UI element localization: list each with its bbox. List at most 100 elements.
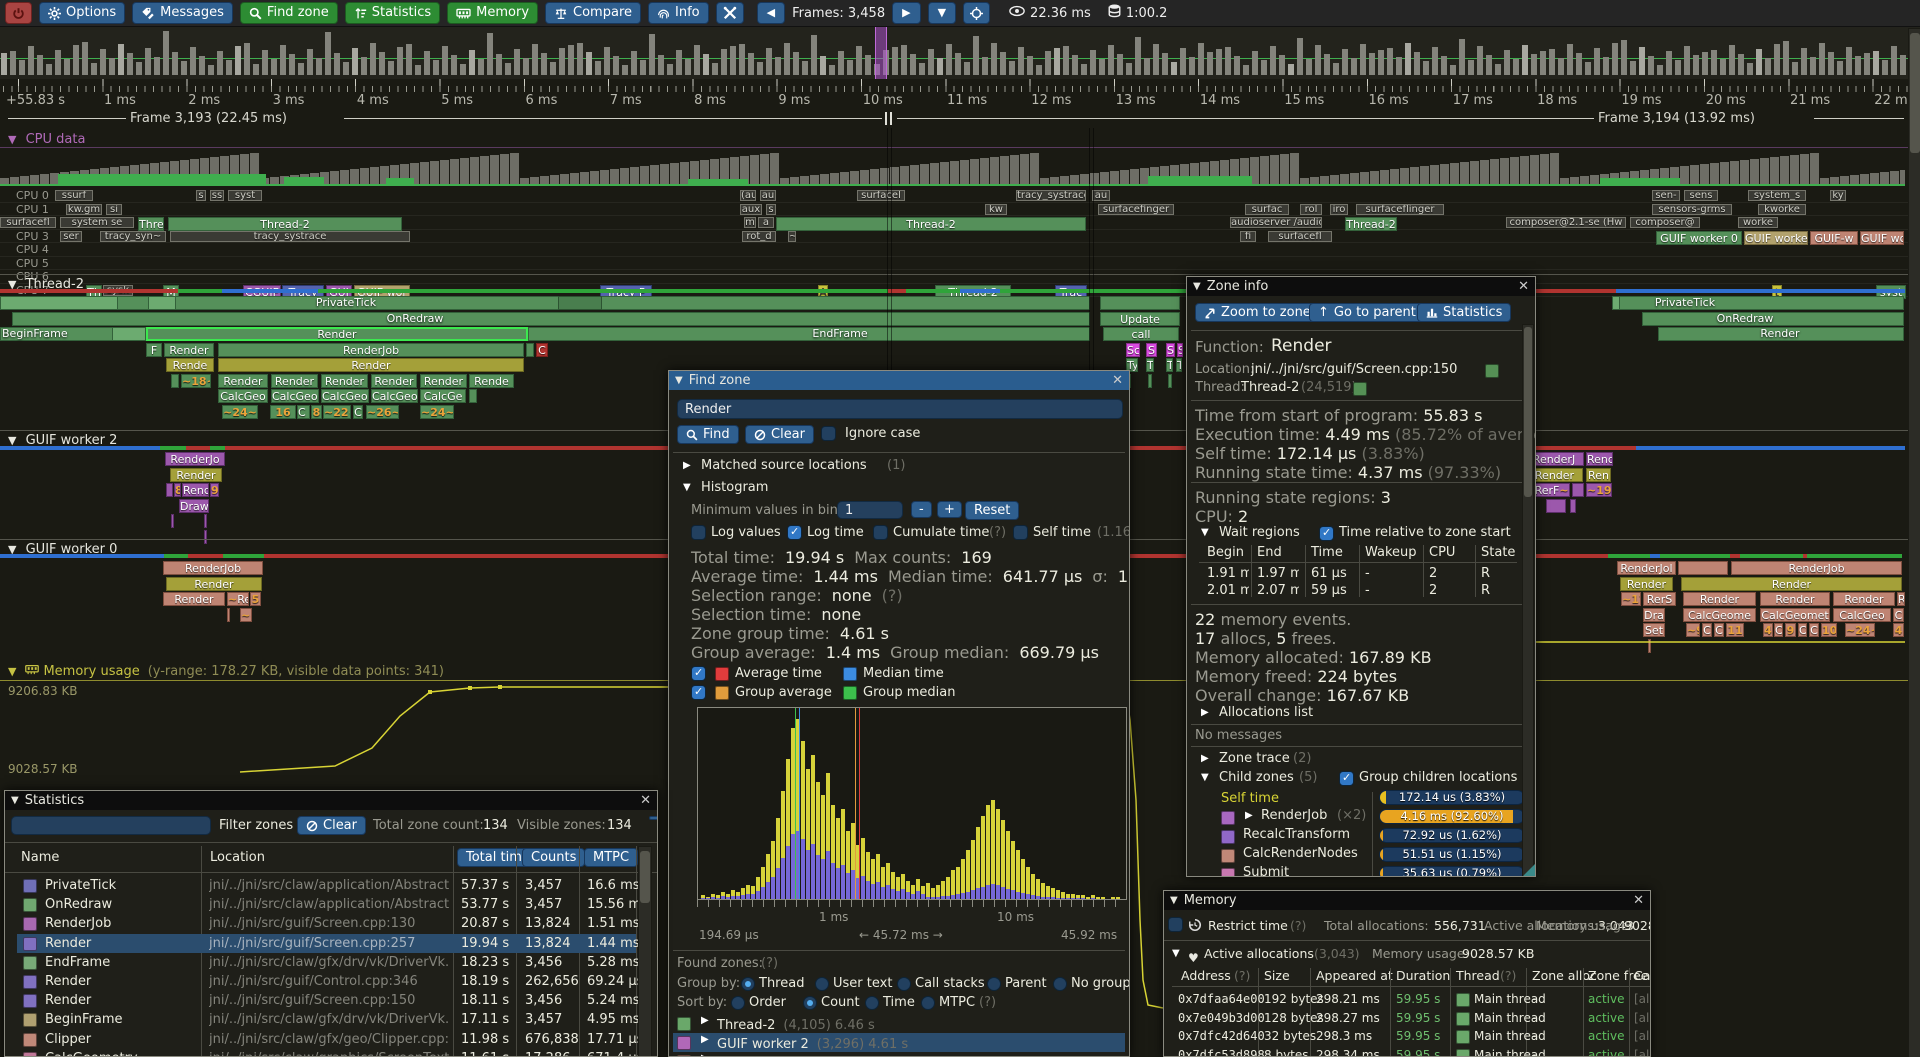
wait-col-header[interactable]: Begin: [1207, 545, 1245, 560]
cpu-zone[interactable]: tracy_syn~: [100, 230, 166, 242]
scrollbar-thumb[interactable]: [1524, 327, 1532, 497]
timeline-zone[interactable]: [204, 514, 207, 528]
histogram-plot[interactable]: [697, 707, 1127, 900]
group-by-option[interactable]: Thread: [759, 976, 805, 991]
timeline-zone[interactable]: Render: [1683, 592, 1756, 606]
cpu-zone[interactable]: ss: [210, 190, 224, 201]
timeline-zone[interactable]: Render: [166, 576, 262, 591]
timeline-zone[interactable]: RenderJob: [163, 561, 263, 575]
close-icon[interactable]: ✕: [1633, 893, 1644, 908]
timeline-zone[interactable]: CalcGeo: [1833, 607, 1891, 622]
timeline-zone[interactable]: 22: [323, 404, 351, 419]
timeline-zone[interactable]: Render: [1620, 576, 1673, 591]
find-zone-button[interactable]: Find zone: [239, 2, 338, 24]
timeline-zone[interactable]: T: [1166, 358, 1173, 372]
found-zone-row[interactable]: ▶GUIF worker 0(3,231) 4.48 s: [673, 1052, 1125, 1056]
cpu-zone[interactable]: ser: [60, 230, 82, 242]
timeline-zone[interactable]: Update: [1100, 311, 1180, 326]
timeline-zone[interactable]: [0, 296, 118, 310]
found-zone-row[interactable]: ▶ GUIF worker 2 (3,296) 4.61 s: [673, 1033, 1125, 1052]
frame-dropdown-button[interactable]: ▼: [927, 2, 957, 24]
timeline-zone[interactable]: [148, 296, 176, 310]
timeline-zone[interactable]: Render: [218, 373, 268, 388]
timeline-zone[interactable]: Render: [170, 467, 222, 482]
timeline-zone[interactable]: 4: [1763, 623, 1773, 637]
cpu-zone[interactable]: si: [106, 203, 122, 215]
cpu-zone[interactable]: audioserver /audio: [1230, 217, 1322, 228]
wait-col-header[interactable]: Time: [1311, 545, 1343, 560]
child-zone-name[interactable]: RenderJob: [1261, 808, 1328, 823]
zone-info-panel-titlebar[interactable]: ▼ Zone info ✕: [1187, 277, 1535, 296]
expander-icon[interactable]: ▶: [683, 460, 691, 471]
timeline-zone[interactable]: CalcGeor: [321, 389, 369, 403]
stat-zone-name[interactable]: Render: [45, 974, 92, 989]
expander-icon[interactable]: ▶: [1201, 753, 1209, 764]
child-zones-label[interactable]: Child zones: [1219, 770, 1294, 785]
child-zone-name[interactable]: CalcRenderNodes: [1243, 846, 1358, 861]
timeline-zone[interactable]: 26: [366, 404, 399, 419]
radio-button[interactable]: [865, 996, 879, 1010]
statistics-button[interactable]: Statistics: [344, 2, 441, 24]
timeline-zone[interactable]: [1168, 373, 1172, 388]
memory-panel-titlebar[interactable]: ▼ Memory ✕: [1164, 891, 1650, 910]
help-icon[interactable]: (?): [1290, 918, 1307, 933]
radio-button[interactable]: [897, 977, 911, 991]
cpu-zone[interactable]: Thre: [138, 217, 164, 231]
col-address[interactable]: Address: [1181, 968, 1231, 983]
sort-by-option[interactable]: MTPC: [939, 995, 976, 1010]
cpu-zone[interactable]: surfacel: [857, 190, 905, 201]
group-by-option[interactable]: Parent: [1005, 976, 1047, 991]
timeline-zone[interactable]: 9: [210, 483, 219, 497]
alloc-call-stack[interactable]: [alloc] [free]: [1634, 1029, 1650, 1043]
timeline-zone[interactable]: [171, 514, 174, 528]
group-children-checkbox[interactable]: [1339, 771, 1354, 786]
stat-zone-name[interactable]: BeginFrame: [45, 1012, 123, 1028]
timeline-zone[interactable]: [112, 327, 146, 341]
decrement-button[interactable]: -: [911, 501, 932, 518]
wait-regions-label[interactable]: Wait regions: [1219, 525, 1300, 540]
timeline-zone[interactable]: Draw: [179, 498, 209, 513]
timeline-zone[interactable]: Render: [271, 373, 318, 388]
timeline-zone[interactable]: Render: [321, 373, 368, 388]
legend-checkbox[interactable]: [691, 666, 706, 681]
next-frame-button[interactable]: ▶: [892, 2, 921, 24]
min-bin-input[interactable]: 1: [837, 501, 903, 519]
wait-col-header[interactable]: CPU: [1429, 545, 1456, 560]
cpu-zone[interactable]: sens: [1684, 190, 1718, 201]
stat-zone-name[interactable]: EndFrame: [45, 954, 111, 970]
timeline-zone[interactable]: Re: [227, 592, 249, 606]
group-by-option[interactable]: No grouping: [1071, 976, 1130, 991]
find-zone-panel-titlebar[interactable]: ▼ Find zone ✕: [669, 371, 1129, 390]
wait-col-header[interactable]: Wakeup: [1365, 545, 1417, 560]
timeline-zone[interactable]: RerS: [1643, 592, 1676, 606]
expander-icon[interactable]: ▶: [701, 1034, 709, 1045]
cpu-zone[interactable]: composer@2.1-se (Hw: [1506, 217, 1626, 228]
col-header-mtpc[interactable]: MTPC: [584, 848, 639, 867]
timeline-zone[interactable]: Rend: [182, 483, 209, 497]
collapse-triangle-icon[interactable]: ▼: [1193, 281, 1201, 292]
group-by-option[interactable]: User text: [833, 976, 893, 991]
timeline-zone[interactable]: RenderJob: [218, 342, 524, 357]
cpu-zone[interactable]: iro: [1330, 203, 1348, 215]
cpu-zone[interactable]: surfac: [1245, 203, 1289, 215]
frame-label-right[interactable]: Frame 3,194 (13.92 ms): [1598, 111, 1755, 126]
timeline-zone[interactable]: R: [1897, 592, 1905, 606]
cpu-zone[interactable]: fi: [1240, 230, 1256, 242]
cpu-zone[interactable]: GUIF worker 1: [1860, 230, 1904, 245]
alloc-call-stack[interactable]: [alloc] [free]: [1634, 1010, 1650, 1025]
cpu-zone[interactable]: syst: [228, 190, 262, 201]
compare-button[interactable]: Compare: [545, 2, 642, 24]
timeline-zone[interactable]: 11: [1726, 623, 1744, 637]
child-zone-name[interactable]: RecalcTransform: [1243, 827, 1350, 842]
collapse-triangle-icon[interactable]: ▼: [8, 278, 17, 291]
cpu-zone[interactable]: kworke: [1758, 203, 1806, 215]
options-button[interactable]: Options: [39, 2, 126, 24]
cpu-zone[interactable]: tracy_systrace: [170, 230, 410, 242]
timeline-zone[interactable]: 24: [420, 404, 454, 419]
timeline-zone[interactable]: 8: [311, 404, 322, 419]
cpu-zone[interactable]: m: [744, 217, 756, 228]
stat-zone-name[interactable]: CalcGeometry: [45, 1051, 138, 1056]
cpu-zone[interactable]: worke: [1738, 217, 1778, 228]
timeline-zone[interactable]: CalcGe: [420, 389, 466, 403]
found-zone-row[interactable]: ▶ Thread-2 (4,105) 6.46 s: [673, 1014, 1125, 1033]
